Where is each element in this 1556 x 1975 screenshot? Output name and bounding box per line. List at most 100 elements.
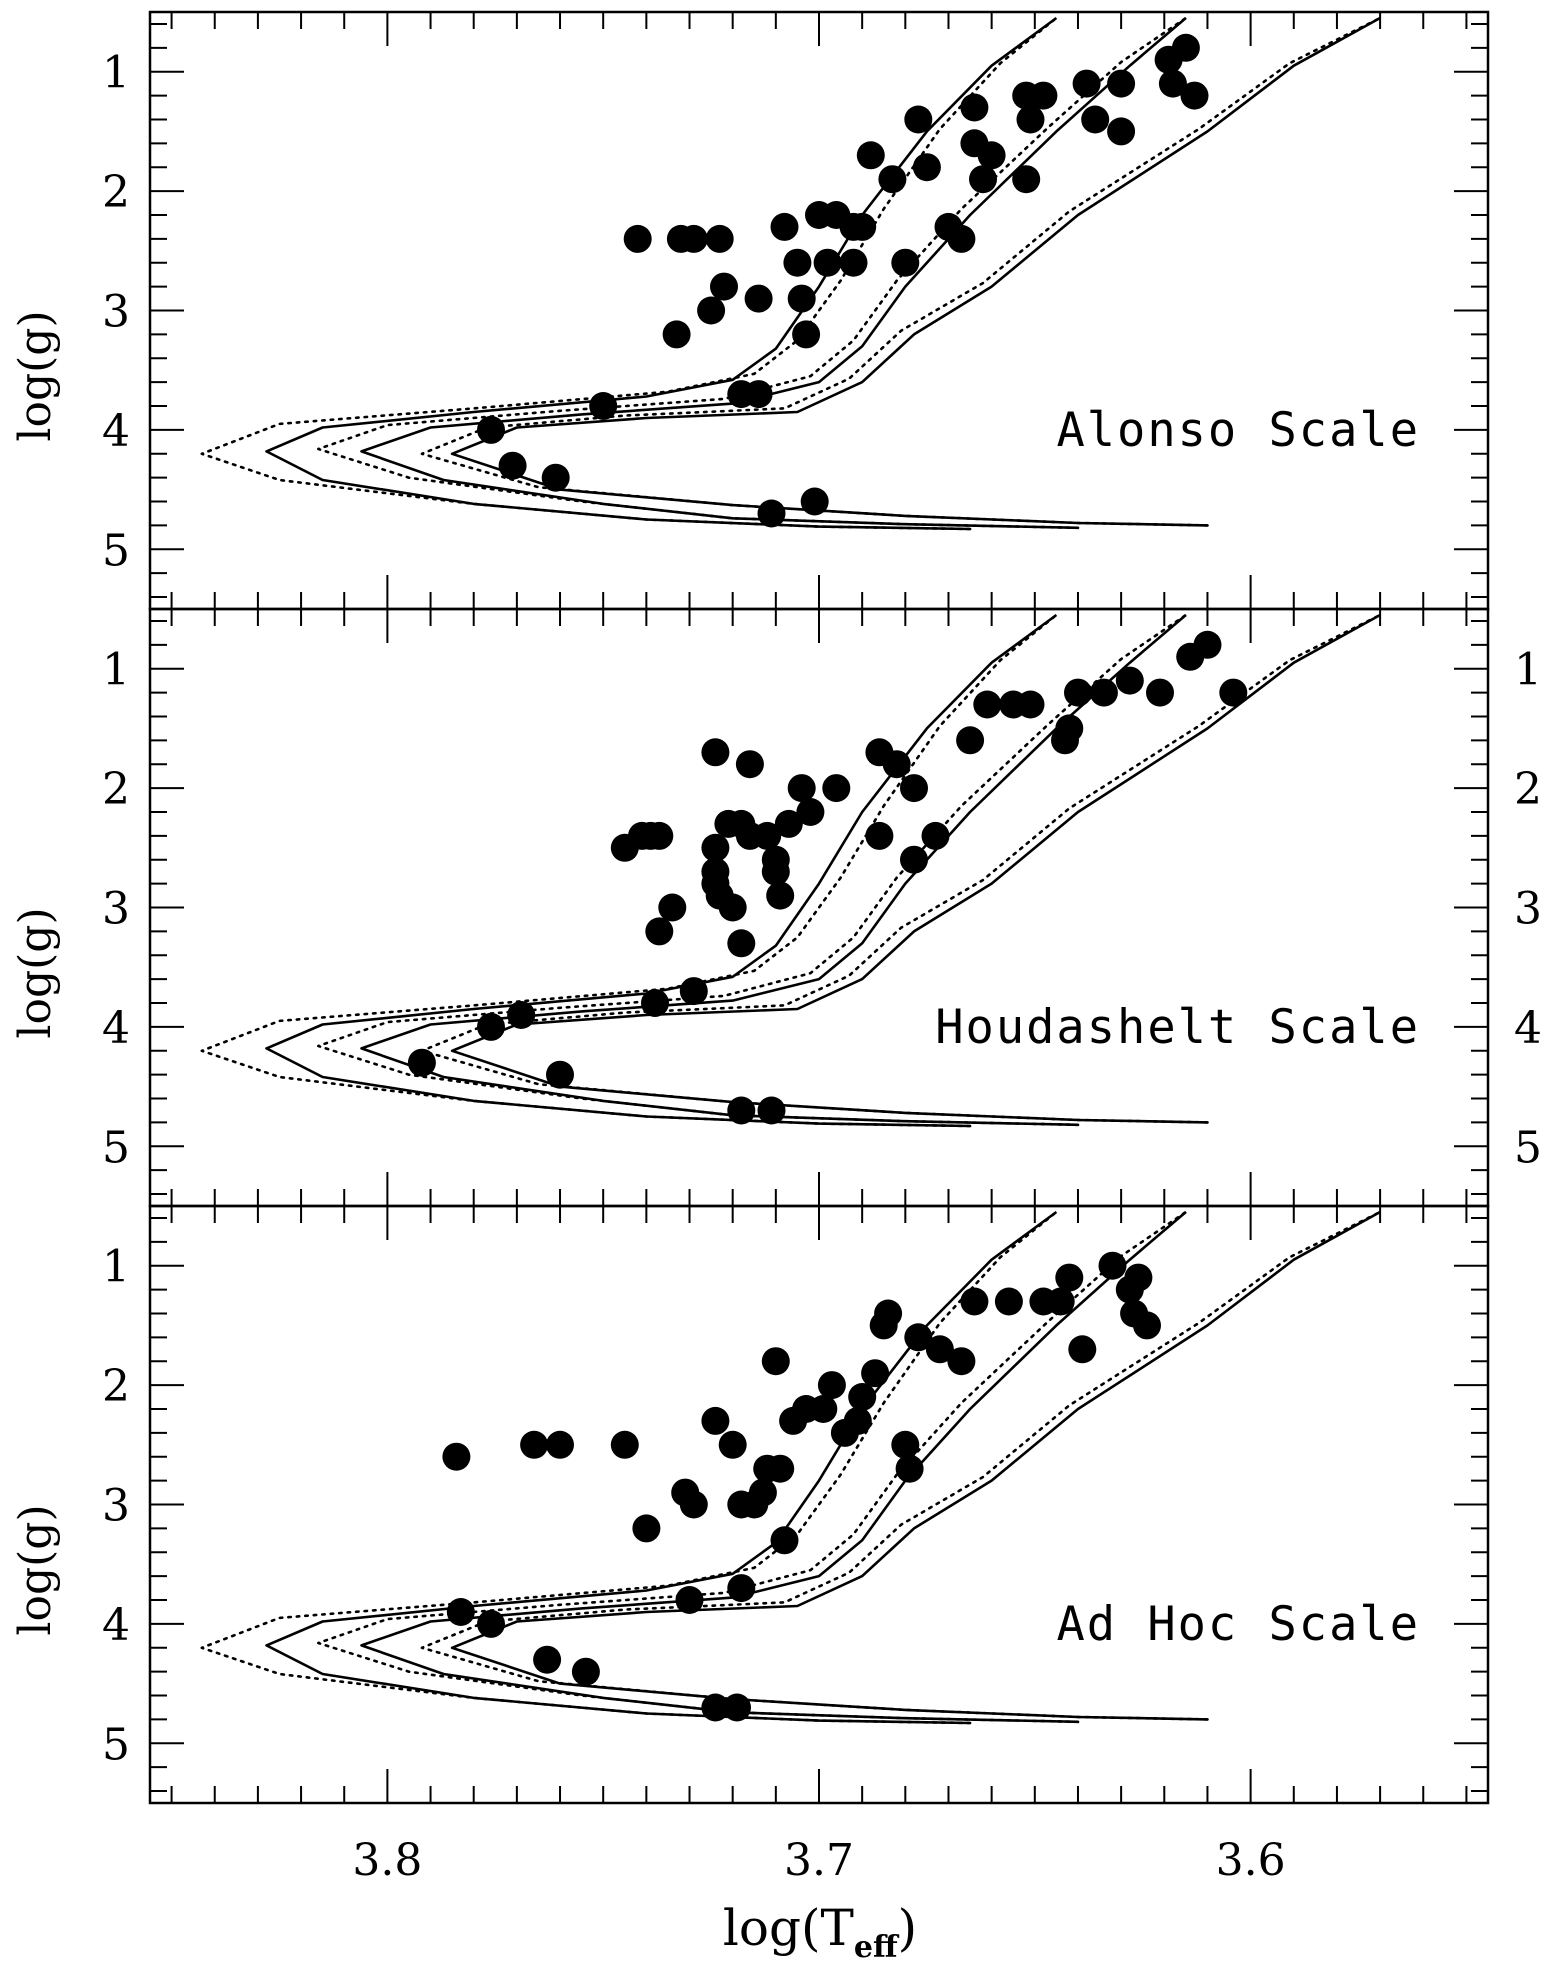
data-point xyxy=(848,212,877,241)
isochrone-1 xyxy=(265,1210,1058,1725)
data-point xyxy=(533,1645,562,1674)
data-point xyxy=(947,1347,976,1376)
data-point xyxy=(848,1383,877,1411)
data-point xyxy=(645,821,674,850)
data-point xyxy=(1107,69,1136,98)
data-point xyxy=(809,1395,838,1423)
data-point xyxy=(658,893,687,922)
data-point xyxy=(1146,678,1174,707)
panel-alonso: 1 2 3 4 5 Alonso Scale xyxy=(102,10,1490,611)
data-point xyxy=(718,1430,747,1459)
data-point xyxy=(1081,105,1110,134)
y-tick-label-right: 3 xyxy=(1514,884,1542,935)
data-point xyxy=(744,380,773,409)
y-tick-label: 5 xyxy=(102,1719,130,1770)
isochrone-2-alt xyxy=(317,1210,1188,1724)
data-point xyxy=(632,1514,661,1543)
data-point xyxy=(761,857,790,886)
data-point xyxy=(477,1012,505,1041)
data-point xyxy=(1098,1251,1127,1280)
data-point xyxy=(1193,630,1222,659)
data-point xyxy=(770,212,799,241)
data-point xyxy=(446,1598,475,1626)
data-point xyxy=(1219,678,1248,707)
data-point xyxy=(662,320,691,349)
data-point xyxy=(874,1299,903,1328)
data-point xyxy=(1171,33,1200,62)
panels-group: 1 2 3 4 5 Alonso Scale 1 1 2 2 3 3 4 4 5 5 Houdashelt Sc… xyxy=(102,10,1542,1886)
data-point xyxy=(723,1693,751,1722)
data-point xyxy=(796,798,825,826)
data-point xyxy=(645,917,674,946)
data-point xyxy=(679,977,708,1006)
data-point xyxy=(900,845,928,874)
data-point xyxy=(856,141,885,170)
x-tick-label: 3.6 xyxy=(1216,1835,1286,1886)
data-point xyxy=(921,821,950,850)
x-axis-label-main: log(T xyxy=(723,1899,854,1957)
data-point xyxy=(507,1001,536,1029)
y-tick-label-right: 1 xyxy=(1514,645,1542,696)
data-point xyxy=(882,750,911,779)
y-tick-label: 2 xyxy=(102,167,130,218)
data-point xyxy=(787,284,816,313)
data-point xyxy=(701,738,730,767)
data-point xyxy=(1068,1335,1097,1364)
data-point xyxy=(748,1478,777,1507)
scale-label: Ad Hoc Scale xyxy=(1056,1597,1420,1652)
y-tick-label: 3 xyxy=(102,884,130,935)
data-point xyxy=(546,1430,574,1459)
data-point xyxy=(1107,117,1136,146)
y-tick-label: 4 xyxy=(102,1003,130,1054)
data-point xyxy=(783,248,812,277)
data-point xyxy=(904,1323,933,1352)
y-tick-label: 1 xyxy=(102,1242,130,1293)
data-point xyxy=(701,833,730,862)
y-tick-label: 3 xyxy=(102,287,130,338)
data-point xyxy=(641,989,669,1017)
data-point xyxy=(865,821,894,850)
data-point xyxy=(766,1454,795,1483)
data-point xyxy=(787,774,816,803)
data-point xyxy=(675,1586,704,1614)
y-tick-label: 2 xyxy=(102,1361,130,1412)
data-point xyxy=(960,1287,989,1316)
data-point xyxy=(757,499,786,528)
x-axis-label: log(Teff) xyxy=(723,1899,917,1965)
data-point xyxy=(770,1526,799,1555)
data-point xyxy=(701,1406,730,1435)
isochrone-3 xyxy=(450,1210,1381,1721)
y-tick-label-right: 4 xyxy=(1514,1003,1542,1054)
isochrone-1-alt xyxy=(200,613,1058,1128)
data-point xyxy=(925,1335,954,1364)
y-tick-label: 4 xyxy=(102,1600,130,1651)
data-point xyxy=(710,272,738,301)
data-point xyxy=(477,1609,505,1638)
data-point xyxy=(679,224,708,253)
data-point xyxy=(744,284,773,313)
data-point xyxy=(761,1347,790,1376)
data-point xyxy=(701,1693,730,1722)
panel-frame xyxy=(148,1204,1490,1805)
data-point xyxy=(1180,81,1209,110)
y-tick-label-right: 5 xyxy=(1514,1122,1542,1173)
data-point xyxy=(610,1430,639,1459)
data-point xyxy=(766,881,795,910)
data-point xyxy=(774,809,803,838)
isochrone-1 xyxy=(265,16,1058,531)
data-point xyxy=(969,165,997,194)
data-point xyxy=(735,750,764,779)
data-point xyxy=(442,1442,471,1471)
y-tick-label-right: 2 xyxy=(1514,764,1542,815)
y-tick-label: 1 xyxy=(102,645,130,696)
data-point xyxy=(727,1574,756,1603)
x-tick-label: 3.8 xyxy=(352,1835,422,1886)
data-point xyxy=(977,141,1006,170)
data-point xyxy=(895,1454,924,1483)
data-point xyxy=(878,165,907,194)
isochrone-3-alt xyxy=(420,613,1382,1124)
panel-houdashelt: 1 1 2 2 3 3 4 4 5 5 Houdashelt Scale xyxy=(102,607,1542,1208)
x-axis-label-sub: eff xyxy=(854,1930,900,1965)
data-point xyxy=(589,392,618,420)
